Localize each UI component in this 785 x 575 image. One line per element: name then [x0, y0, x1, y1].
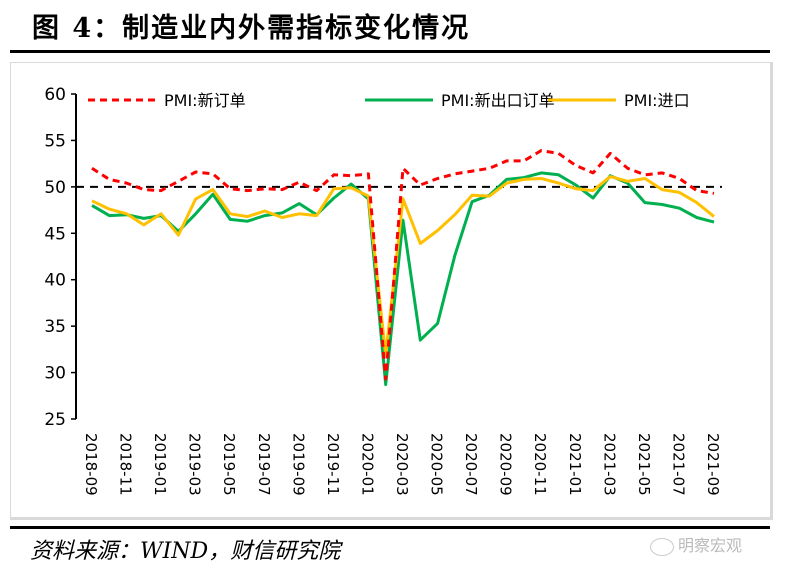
x-tick-label: 2020-01 — [358, 433, 376, 496]
x-axis: 2018-09 2018-11 2019-01 2019-03 2019-05 2019-… — [82, 433, 722, 496]
y-tick-label: 50 — [44, 178, 66, 198]
x-tick-label: 2019-01 — [151, 433, 169, 496]
source-note: 资料来源：WIND，财信研究院 — [30, 539, 341, 564]
legend-label: PMI:进口 — [624, 91, 690, 110]
source-rule — [10, 526, 770, 529]
y-tick-label: 25 — [44, 410, 66, 430]
series-group — [91, 149, 715, 387]
watermark: 明察宏观 — [650, 532, 742, 556]
wechat-icon — [650, 537, 674, 556]
y-axis: 60 55 50 45 40 35 30 25 — [44, 85, 77, 430]
legend-label: PMI:新出口订单 — [441, 91, 555, 110]
y-tick-label: 30 — [44, 364, 66, 384]
x-tick-label: 2018-11 — [117, 433, 135, 496]
legend: PMI:新订单 PMI:新出口订单 PMI:进口 — [88, 91, 690, 110]
y-tick-label: 55 — [44, 131, 66, 151]
y-tick-label: 60 — [44, 85, 66, 105]
y-tick-label: 35 — [44, 317, 66, 337]
x-tick-label: 2020-09 — [497, 433, 515, 496]
x-tick-label: 2018-09 — [82, 433, 100, 496]
x-tick-label: 2021-07 — [669, 433, 687, 496]
x-tick-label: 2020-05 — [428, 433, 446, 496]
x-tick-label: 2020-03 — [393, 433, 411, 496]
series-line-0 — [91, 149, 715, 381]
chart-frame — [10, 62, 773, 520]
x-tick-label: 2021-03 — [600, 433, 618, 496]
x-tick-label: 2019-05 — [220, 433, 238, 496]
x-tick-label: 2021-01 — [566, 433, 584, 496]
figure-title: 图 4：制造业内外需指标变化情况 — [32, 13, 471, 44]
x-tick-label: 2019-07 — [255, 433, 273, 496]
watermark-text: 明察宏观 — [678, 536, 743, 555]
y-tick-label: 45 — [44, 224, 66, 244]
x-tick-label: 2019-09 — [289, 433, 307, 496]
x-tick-label: 2020-11 — [531, 433, 549, 496]
x-tick-label: 2019-03 — [186, 433, 204, 496]
x-tick-label: 2021-09 — [704, 433, 722, 496]
line-chart: PMI:新订单 PMI:新出口订单 PMI:进口 6055504540353025 … — [44, 85, 722, 496]
y-tick-label: 40 — [44, 271, 66, 291]
title-rule — [10, 50, 770, 53]
legend-label: PMI:新订单 — [164, 91, 246, 110]
x-tick-label: 2021-05 — [635, 433, 653, 496]
x-tick-label: 2019-11 — [324, 433, 342, 496]
x-tick-label: 2020-07 — [462, 433, 480, 496]
series-line-2 — [91, 175, 715, 357]
